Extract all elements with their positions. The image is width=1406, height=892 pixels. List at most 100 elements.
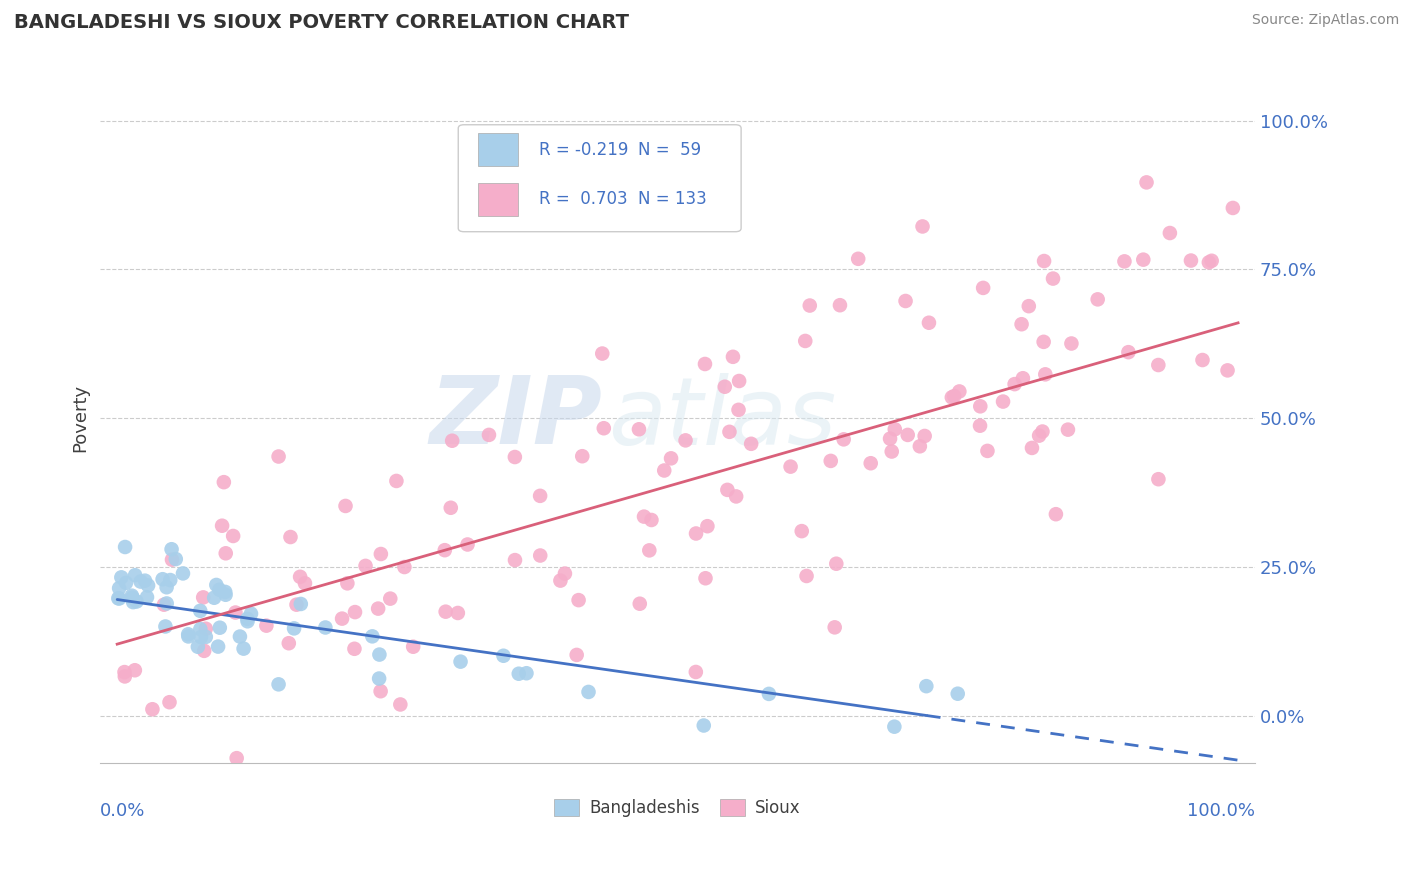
Point bbox=[367, 601, 389, 615]
Point bbox=[633, 509, 655, 524]
Point bbox=[693, 718, 716, 732]
Point bbox=[343, 641, 366, 656]
Point bbox=[122, 595, 145, 609]
Point bbox=[832, 433, 855, 447]
Point bbox=[550, 574, 572, 588]
Point bbox=[1159, 226, 1181, 240]
Point bbox=[172, 566, 194, 581]
Point bbox=[976, 443, 998, 458]
Point bbox=[1057, 423, 1080, 437]
Point bbox=[240, 607, 263, 621]
Point bbox=[136, 578, 159, 592]
Point bbox=[1045, 507, 1067, 521]
Point bbox=[796, 569, 818, 583]
Point bbox=[948, 384, 970, 399]
Point bbox=[441, 434, 464, 448]
Text: atlas: atlas bbox=[609, 373, 837, 464]
Point bbox=[941, 390, 963, 404]
Point bbox=[214, 588, 236, 602]
Point bbox=[943, 389, 966, 403]
Legend: Bangladeshis, Sioux: Bangladeshis, Sioux bbox=[548, 792, 807, 824]
Point bbox=[1032, 334, 1054, 349]
Text: 100.0%: 100.0% bbox=[1187, 802, 1256, 820]
Point bbox=[124, 663, 146, 677]
Point bbox=[675, 434, 697, 448]
Point bbox=[190, 630, 212, 644]
Point bbox=[508, 666, 530, 681]
Point bbox=[193, 644, 215, 658]
Point bbox=[385, 474, 408, 488]
Point bbox=[883, 720, 905, 734]
Point bbox=[115, 575, 138, 590]
Point bbox=[846, 252, 869, 266]
Point bbox=[693, 357, 716, 371]
Point bbox=[503, 553, 526, 567]
Text: 0.0%: 0.0% bbox=[100, 802, 146, 820]
Point bbox=[207, 640, 229, 654]
Point bbox=[107, 591, 129, 606]
Point bbox=[114, 669, 136, 683]
Point bbox=[1033, 368, 1056, 382]
Point bbox=[880, 444, 903, 458]
Point bbox=[294, 576, 316, 591]
Point bbox=[285, 598, 308, 612]
Text: Source: ZipAtlas.com: Source: ZipAtlas.com bbox=[1251, 13, 1399, 28]
Point bbox=[156, 597, 179, 611]
Point bbox=[229, 630, 252, 644]
Point bbox=[361, 629, 384, 643]
Point bbox=[211, 518, 233, 533]
Point bbox=[571, 449, 593, 463]
Point bbox=[1031, 425, 1053, 439]
Point bbox=[529, 549, 551, 563]
Point bbox=[1011, 317, 1033, 331]
Point bbox=[725, 490, 748, 504]
Point bbox=[1198, 255, 1220, 269]
Point bbox=[108, 591, 131, 606]
Point bbox=[721, 350, 744, 364]
Point bbox=[188, 622, 211, 636]
Point bbox=[288, 570, 311, 584]
Point bbox=[529, 489, 551, 503]
Point bbox=[433, 543, 456, 558]
Point bbox=[314, 620, 336, 634]
Point bbox=[685, 526, 707, 541]
Text: R =  0.703: R = 0.703 bbox=[538, 190, 627, 208]
Point bbox=[972, 281, 994, 295]
Point bbox=[194, 630, 217, 644]
Point bbox=[1132, 252, 1154, 267]
Point bbox=[159, 695, 181, 709]
Point bbox=[129, 574, 152, 589]
Point bbox=[478, 428, 501, 442]
Point bbox=[758, 687, 780, 701]
Point bbox=[915, 679, 938, 693]
Point bbox=[652, 463, 675, 477]
Point bbox=[728, 374, 751, 388]
Point bbox=[193, 591, 215, 605]
Text: BANGLADESHI VS SIOUX POVERTY CORRELATION CHART: BANGLADESHI VS SIOUX POVERTY CORRELATION… bbox=[14, 13, 628, 32]
Point bbox=[1018, 299, 1040, 313]
Point bbox=[820, 454, 842, 468]
Text: R = -0.219: R = -0.219 bbox=[538, 141, 628, 159]
Point bbox=[236, 612, 259, 626]
Point bbox=[515, 666, 537, 681]
Point bbox=[969, 418, 991, 433]
Point bbox=[1201, 253, 1223, 268]
Point bbox=[136, 590, 159, 604]
Point bbox=[685, 665, 707, 679]
Point bbox=[222, 529, 245, 543]
Point bbox=[1042, 271, 1064, 285]
Point bbox=[389, 698, 412, 712]
Point bbox=[578, 685, 600, 699]
Point bbox=[394, 560, 416, 574]
Point bbox=[152, 572, 174, 586]
Point bbox=[1087, 293, 1109, 307]
Point bbox=[911, 219, 934, 234]
Point bbox=[969, 400, 991, 414]
Point bbox=[434, 605, 457, 619]
Point bbox=[879, 432, 901, 446]
Point bbox=[267, 450, 290, 464]
Point bbox=[1012, 371, 1035, 385]
Point bbox=[236, 615, 259, 629]
Point bbox=[696, 519, 718, 533]
Point bbox=[1180, 253, 1202, 268]
